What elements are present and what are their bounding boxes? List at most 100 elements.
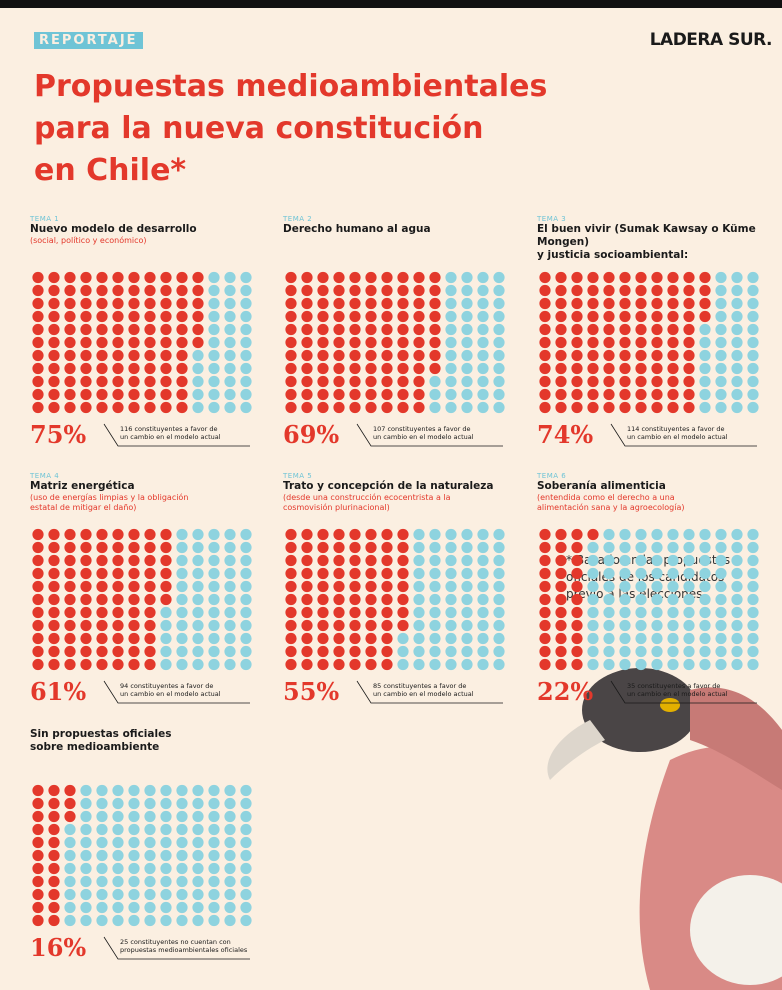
note-line: un cambio en el modelo actual (373, 433, 523, 441)
dot (715, 402, 726, 413)
dot (381, 324, 392, 335)
title-line: para la nueva constitución (34, 108, 547, 150)
dot (619, 363, 630, 374)
dot (683, 646, 694, 657)
dot (128, 311, 139, 322)
dot (96, 285, 107, 296)
dot (587, 594, 598, 605)
dot (208, 363, 219, 374)
dot (96, 581, 107, 592)
dot (349, 311, 360, 322)
dot (429, 633, 440, 644)
dot (333, 659, 344, 670)
dot (208, 542, 219, 553)
dot (699, 607, 710, 618)
dot (603, 659, 614, 670)
dot (301, 620, 312, 631)
dot (747, 581, 758, 592)
dot (603, 555, 614, 566)
dot (365, 568, 376, 579)
dot (48, 555, 59, 566)
dot (667, 594, 678, 605)
note: 35 constituyentes a favor deun cambio en… (627, 682, 777, 698)
dot (715, 363, 726, 374)
dot (413, 298, 424, 309)
dot (48, 311, 59, 322)
dot (429, 324, 440, 335)
panel-subtitle-line: (desde una construcción ecocentrista a l… (283, 493, 518, 503)
dot (493, 633, 504, 644)
dot (96, 863, 107, 874)
dot (128, 337, 139, 348)
dot (333, 376, 344, 387)
dot (413, 568, 424, 579)
dot (301, 363, 312, 374)
panel: Sin propuestas oficialessobre medioambie… (30, 728, 265, 978)
dot (667, 607, 678, 618)
dot (240, 402, 251, 413)
dot (112, 311, 123, 322)
dot (603, 620, 614, 631)
dot (285, 376, 296, 387)
dot (192, 272, 203, 283)
dot (301, 402, 312, 413)
dot (461, 555, 472, 566)
dot (32, 620, 43, 631)
dot (144, 902, 155, 913)
panel-header: TEMA 1Nuevo modelo de desarrollo(social,… (30, 215, 265, 246)
dot (413, 555, 424, 566)
dot (603, 376, 614, 387)
dot (224, 863, 235, 874)
dot (224, 311, 235, 322)
dot (667, 298, 678, 309)
dot (160, 285, 171, 296)
dot (365, 620, 376, 631)
dot (429, 376, 440, 387)
dot (112, 568, 123, 579)
dot (539, 311, 550, 322)
dot (619, 581, 630, 592)
dot (635, 402, 646, 413)
dot (349, 620, 360, 631)
dot (144, 889, 155, 900)
dot (397, 311, 408, 322)
dot (32, 272, 43, 283)
dot (64, 863, 75, 874)
dot (461, 620, 472, 631)
dot (445, 659, 456, 670)
dot (571, 607, 582, 618)
dot (413, 542, 424, 553)
dot (365, 324, 376, 335)
dot (176, 324, 187, 335)
dot (32, 837, 43, 848)
dot (208, 607, 219, 618)
dot (635, 607, 646, 618)
dot (32, 915, 43, 926)
dot (333, 568, 344, 579)
dot (64, 363, 75, 374)
dot (429, 659, 440, 670)
dot (301, 568, 312, 579)
dot (32, 824, 43, 835)
dot (413, 402, 424, 413)
dot (731, 337, 742, 348)
dot (64, 402, 75, 413)
waffle (283, 271, 507, 414)
dot (317, 363, 328, 374)
dot (64, 529, 75, 540)
dot (635, 337, 646, 348)
dot (635, 568, 646, 579)
dot (461, 633, 472, 644)
dot (539, 272, 550, 283)
dot (224, 285, 235, 296)
dot (48, 389, 59, 400)
dot (587, 402, 598, 413)
dot (144, 824, 155, 835)
dot (397, 350, 408, 361)
dot (240, 350, 251, 361)
dot (445, 272, 456, 283)
waffle-rest (160, 529, 251, 670)
dot (635, 298, 646, 309)
dot (48, 620, 59, 631)
dot (445, 633, 456, 644)
